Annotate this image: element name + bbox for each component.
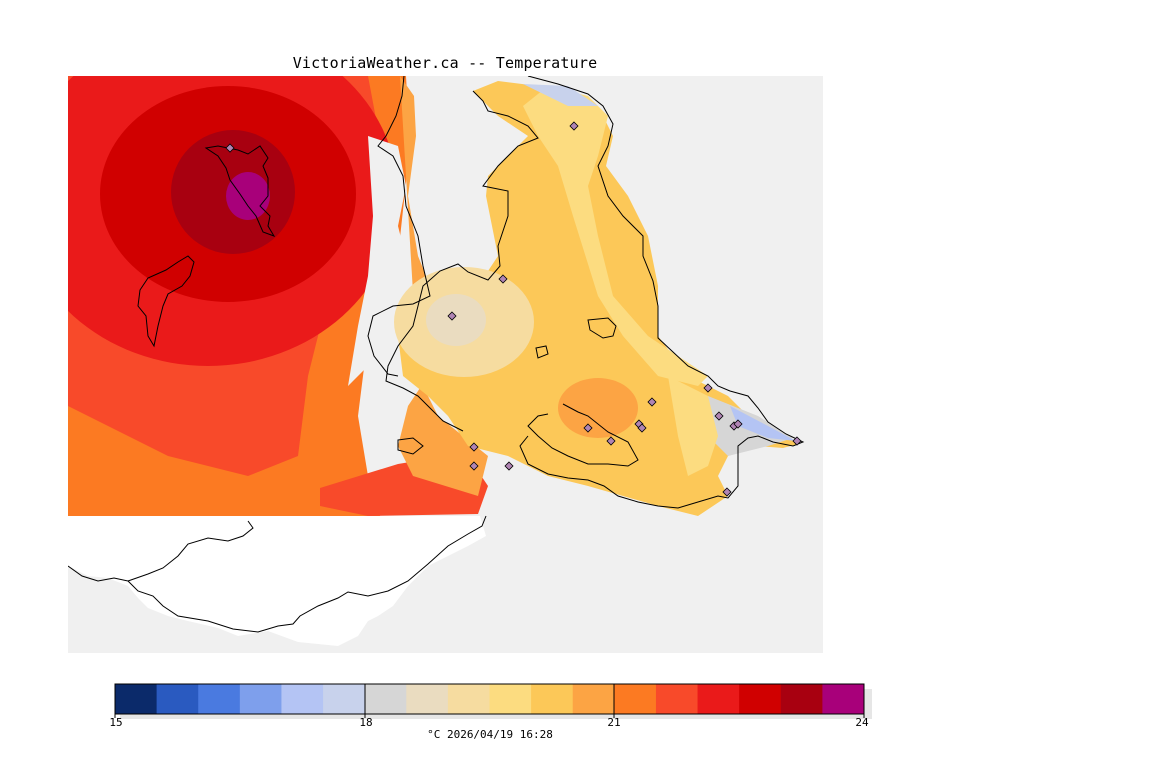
station-marker [447, 311, 457, 321]
station-marker [498, 274, 508, 284]
temperature-field [68, 76, 798, 516]
temperature-map[interactable] [68, 76, 823, 653]
legend-tick-label: 15 [109, 716, 123, 729]
legend-bin [156, 684, 199, 714]
legend-bin [364, 684, 407, 714]
legend-bin [697, 684, 740, 714]
station-marker [722, 487, 732, 497]
station-marker [714, 411, 724, 421]
legend-bin [739, 684, 782, 714]
legend-tick-label: 18 [359, 716, 373, 729]
legend-tick-label: 21 [607, 716, 621, 729]
station-marker [569, 121, 579, 131]
legend-bin [406, 684, 449, 714]
station-marker [606, 436, 616, 446]
legend-color-bins [115, 684, 865, 714]
legend-bin [614, 684, 657, 714]
color-scale-legend [114, 683, 872, 719]
legend-bin [822, 684, 865, 714]
legend-bin [281, 684, 324, 714]
station-marker [583, 423, 593, 433]
station-marker [703, 383, 713, 393]
station-marker [469, 461, 479, 471]
legend-bin [447, 684, 490, 714]
station-marker [469, 442, 479, 452]
station-marker [792, 436, 802, 446]
land-south [68, 516, 486, 646]
legend-bin [655, 684, 699, 714]
coastlines [68, 76, 805, 633]
station-marker [225, 143, 235, 153]
weather-stations[interactable] [225, 121, 802, 497]
station-marker [647, 397, 657, 407]
legend-bin [198, 684, 241, 714]
legend-bin [572, 684, 615, 714]
map-title: VictoriaWeather.ca -- Temperature [292, 54, 598, 72]
legend-caption: °C 2026/04/19 16:28 [427, 728, 553, 741]
station-marker [504, 461, 514, 471]
legend-bin [239, 684, 282, 714]
legend-bin [489, 684, 532, 714]
legend-tick-label: 24 [855, 716, 869, 729]
legend-bin [780, 684, 823, 714]
legend-bin [323, 684, 366, 714]
legend-bin [531, 684, 574, 714]
station-marker [637, 423, 647, 433]
station-marker [733, 419, 743, 429]
legend-bin [115, 684, 158, 714]
